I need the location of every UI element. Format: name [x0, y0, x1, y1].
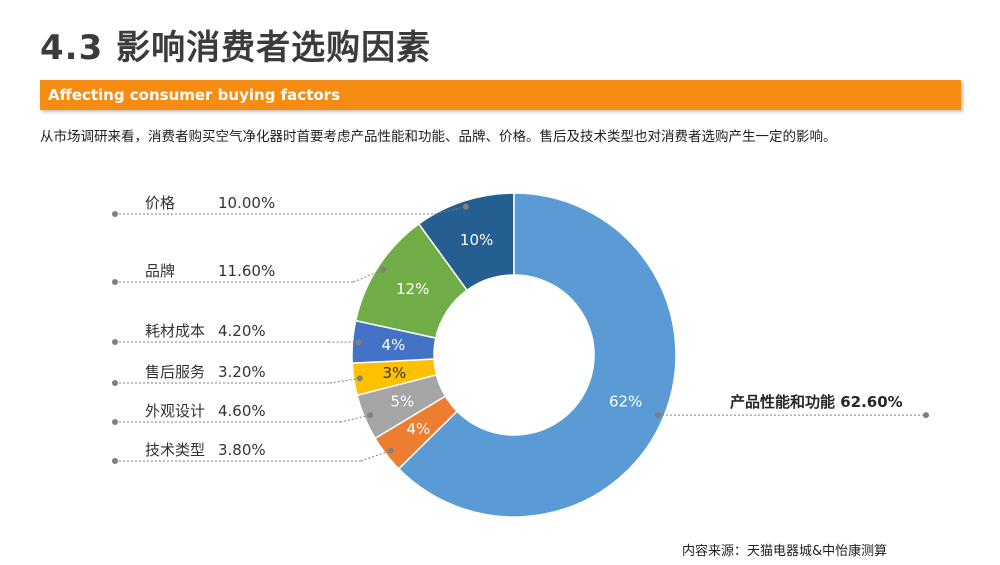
slice-label: 4% — [406, 420, 430, 438]
subtitle-banner: Affecting consumer buying factors — [40, 80, 961, 110]
banner-text: Affecting consumer buying factors — [48, 86, 340, 104]
slice-label: 5% — [390, 393, 414, 411]
page-title: 4.3 影响消费者选购因素 — [40, 28, 432, 68]
leader-dot — [380, 266, 387, 273]
legend-value: 4.60% — [218, 402, 266, 420]
slice-label: 3% — [382, 364, 406, 382]
leader-line — [360, 450, 391, 462]
legend-value: 3.20% — [218, 363, 266, 381]
slice-label: 62% — [609, 393, 642, 411]
legend-name: 品牌 — [145, 262, 175, 280]
legend-value: 3.80% — [218, 441, 266, 459]
legend-name: 技术类型 — [145, 441, 205, 459]
leader-dot — [355, 339, 362, 346]
leader-dot — [923, 412, 929, 419]
leader-line — [435, 206, 466, 215]
leader-line — [329, 377, 360, 384]
leader-line — [339, 414, 371, 423]
leader-dot — [387, 447, 394, 454]
legend-name: 价格 — [145, 194, 175, 212]
leader-dot — [462, 203, 469, 210]
leader-dot — [367, 412, 374, 419]
description-text: 从市场调研来看，消费者购买空气净化器时首要考虑产品性能和功能、品牌、价格。售后及… — [40, 129, 837, 145]
legend-value: 10.00% — [218, 194, 275, 212]
legend-name: 外观设计 — [145, 402, 205, 420]
slice-label: 10% — [460, 231, 493, 249]
legend-name: 售后服务 — [145, 363, 205, 381]
slice-label: 12% — [396, 280, 429, 298]
donut-slice — [354, 222, 469, 339]
donut-slice — [397, 192, 677, 518]
leader-line — [353, 269, 384, 283]
source-note: 内容来源：天猫电器城&中怡康测算 — [682, 544, 888, 559]
legend-value: 4.20% — [218, 322, 266, 340]
leader-dot — [356, 375, 363, 382]
legend-name: 耗材成本 — [145, 322, 205, 340]
slice-label: 4% — [382, 336, 406, 354]
callout-label: 产品性能和功能 62.60% — [730, 393, 903, 411]
legend-value: 11.60% — [218, 262, 275, 280]
